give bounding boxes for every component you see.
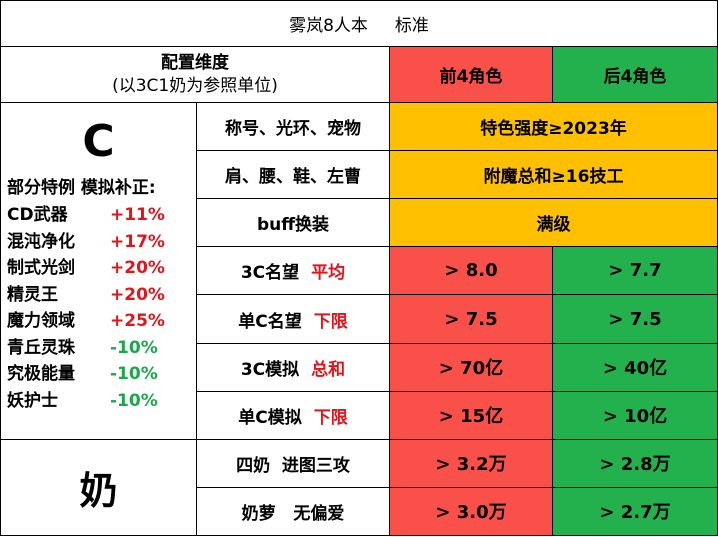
keyword: 下限 [313,407,348,428]
row-equipment: 肩、腰、鞋、左曹 附魔总和≥16技工 [1,150,718,200]
back-value: > 2.7万 [551,486,718,537]
row-3c-sim: 3C模拟 总和 > 70亿 > 40亿 [1,342,718,392]
c-label: C [82,116,115,168]
row-label: 四奶 进图三攻 [196,438,390,488]
dimension-header: 配置维度 (以3C1奶为参照单位) [0,46,390,104]
back-value: > 10亿 [551,390,718,440]
title-row: 雾岚8人本 标准 [0,0,718,48]
front-value: > 3.2万 [389,438,553,488]
merged-value: 特色强度≥2023年 [388,102,718,152]
special-item: 魔力领域 +25% [7,311,165,332]
row-single-c-fame: 单C名望 下限 > 7.5 > 7.5 [1,294,718,344]
keyword: 总和 [311,359,346,380]
row-nai-four: 奶 四奶 进图三攻 > 3.2万 > 2.8万 [0,438,718,537]
special-item: 制式光剑 +20% [7,258,165,279]
merged-value: 满级 [388,198,718,248]
back-value: > 7.5 [551,294,718,344]
merged-value: 附魔总和≥16技工 [388,150,718,200]
row-label: 肩、腰、鞋、左曹 [196,150,390,200]
special-item: 究极能量 -10% [7,364,158,385]
back-value: > 40亿 [551,342,718,392]
special-item: 精灵王 +20% [7,284,165,305]
c-section-panel: C 部分特例 模拟补正: CD武器 +11% 混沌净化 +17% 制式光剑 +20% … [0,102,197,440]
keyword: 平均 [311,263,346,284]
row-nai-luo: 奶萝 无偏爱 > 3.0万 > 2.7万 [1,486,718,537]
dimension-line2: (以3C1奶为参照单位) [112,75,278,96]
front-value: > 70亿 [389,342,553,392]
front-value: > 7.5 [389,294,553,344]
sheet-title: 雾岚8人本 标准 [0,0,718,48]
front4-header: 前4角色 [389,46,553,104]
keyword: 下限 [313,311,348,332]
row-label: 奶萝 无偏爱 [196,486,390,537]
row-label: 3C名望 平均 [196,246,390,296]
row-label: 单C模拟 下限 [196,390,390,440]
front-value: > 3.0万 [389,486,553,537]
back-value: > 2.8万 [551,438,718,488]
row-label: buff换装 [196,198,390,248]
row-label: 3C模拟 总和 [196,342,390,392]
row-single-c-sim: 单C模拟 下限 > 15亿 > 10亿 [1,390,718,440]
row-buff: buff换装 满级 [1,198,718,248]
row-3c-fame: 3C名望 平均 > 8.0 > 7.7 [1,246,718,296]
front-value: > 8.0 [389,246,553,296]
special-item: 混沌净化 +17% [7,231,165,252]
special-item: CD武器 +11% [7,205,165,226]
special-item: 妖护士 -10% [7,390,158,411]
special-title: 部分特例 模拟补正: [7,178,156,199]
row-title-aura-pet: C 部分特例 模拟补正: CD武器 +11% 混沌净化 +17% 制式光剑 +20% … [0,102,718,440]
nai-label: 奶 [0,438,197,537]
front-value: > 15亿 [389,390,553,440]
header-row: 配置维度 (以3C1奶为参照单位) 前4角色 后4角色 [0,46,718,104]
dimension-line1: 配置维度 [161,52,229,73]
back4-header: 后4角色 [551,46,718,104]
special-item: 青丘灵珠 -10% [7,337,158,358]
row-label: 称号、光环、宠物 [196,102,390,152]
row-label: 单C名望 下限 [196,294,390,344]
back-value: > 7.7 [551,246,718,296]
